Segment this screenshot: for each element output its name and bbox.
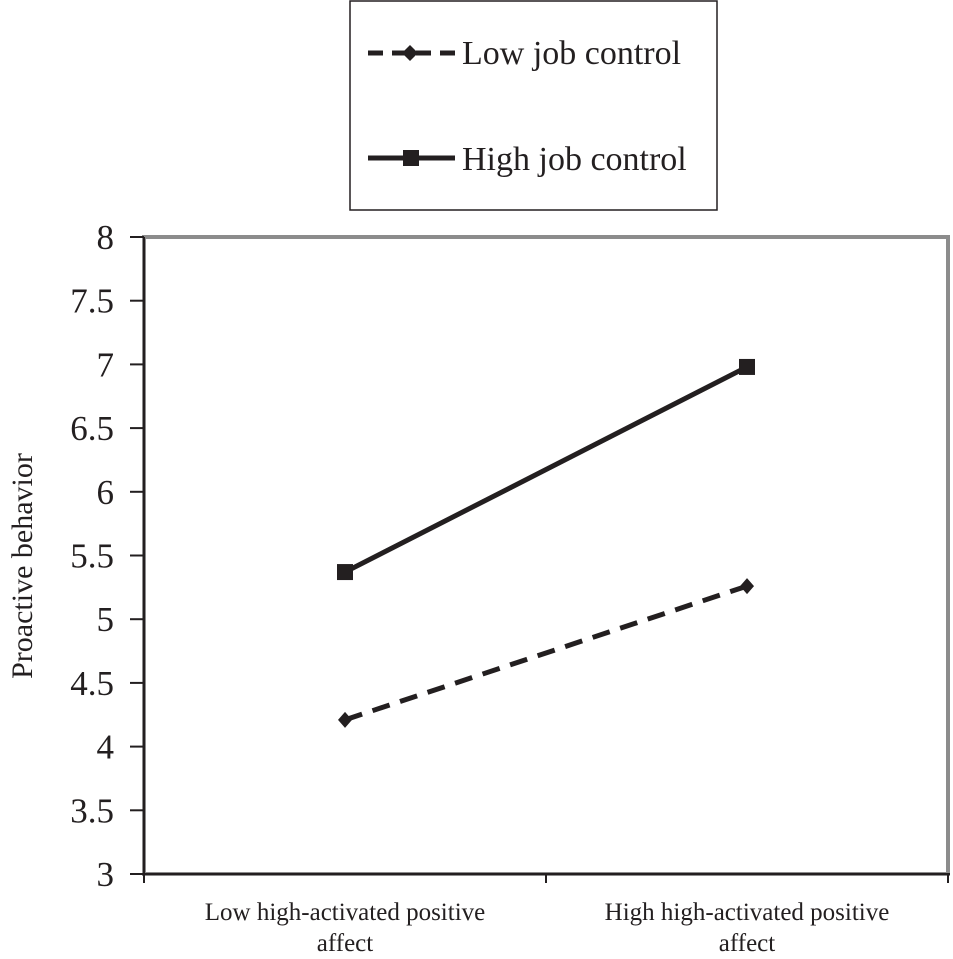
legend-label-low-job-control: Low job control [462,35,681,72]
y-ticks: 3 3.5 4 4.5 5 5.5 6 6.5 7 7.5 8 [70,218,144,894]
series-line-high-job-control [343,364,749,575]
y-tick-label: 4 [97,728,115,767]
y-tick-label: 5 [97,600,115,639]
series-line-low-job-control [344,583,748,723]
legend-marker-square [403,150,419,166]
y-tick-label: 3.5 [70,791,114,830]
legend-item-low-job-control: Low job control [368,35,681,72]
series-layer [337,358,755,728]
y-tick-label: 8 [97,218,115,257]
legend: Low job control High job control [349,0,718,211]
y-tick-label: 6 [97,473,115,512]
legend-item-high-job-control: High job control [368,141,687,178]
y-tick-label: 7 [97,345,115,384]
x-ticks: Low high-activated positive affect High hi… [143,874,949,957]
data-point-high-job-control [337,564,353,581]
data-point-low-job-control [338,711,352,728]
x-category-label: Low high-activated positive [205,899,485,926]
legend-marker-diamond [402,45,418,61]
y-tick-label: 4.5 [70,664,114,703]
data-point-high-job-control [739,358,755,375]
legend-label-high-job-control: High job control [462,141,687,178]
x-category-label: affect [317,930,373,957]
y-axis-title: Proactive behavior [6,453,39,679]
y-tick-label: 3 [97,855,115,894]
data-point-low-job-control [740,578,754,595]
legend-box [349,0,718,211]
y-tick-label: 5.5 [70,537,114,576]
x-category-label: affect [719,930,775,957]
y-tick-label: 6.5 [70,409,114,448]
y-tick-label: 7.5 [70,282,114,321]
plot-area [142,235,950,876]
x-category-label: High high-activated positive [605,899,890,926]
